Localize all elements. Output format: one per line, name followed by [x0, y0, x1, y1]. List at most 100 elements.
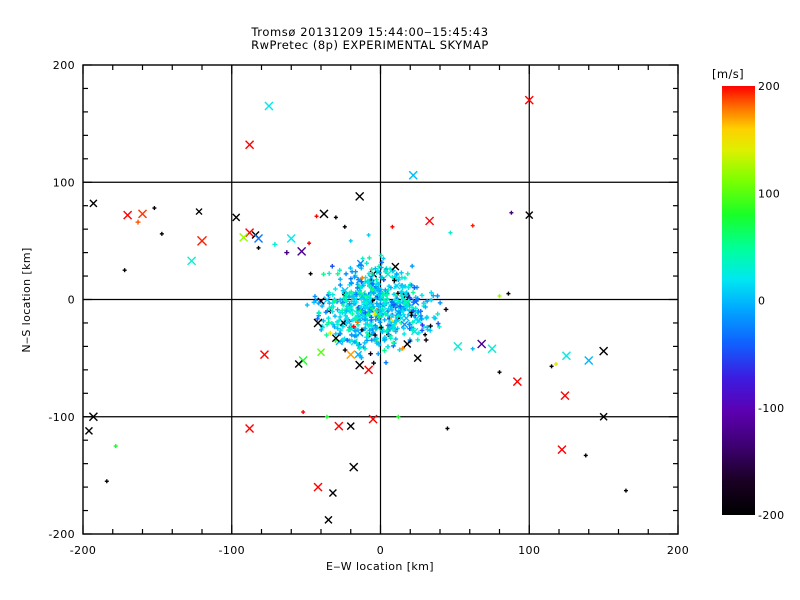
cluster-point [363, 300, 368, 306]
x-tick-label: 0 [377, 544, 384, 557]
cluster-point [435, 293, 440, 299]
cluster-point [405, 271, 411, 277]
data-point [549, 364, 554, 369]
cluster-point [374, 301, 380, 306]
cluster-point [332, 298, 338, 304]
colorbar-tick-label: 200 [758, 80, 780, 93]
gridlines [83, 65, 678, 534]
cluster-point [411, 308, 416, 314]
cluster-point [373, 317, 379, 322]
cluster-point [316, 310, 322, 315]
cluster-point [344, 318, 353, 327]
cluster-point [332, 324, 337, 330]
cluster-point [376, 303, 382, 308]
axis-ticks [82, 64, 679, 535]
cluster-point [392, 297, 398, 302]
data-point [135, 219, 141, 225]
cluster-point [329, 320, 335, 326]
data-point [313, 318, 323, 328]
cluster-point [382, 338, 387, 343]
data-point [425, 216, 435, 226]
cluster-point [312, 294, 318, 299]
cluster-point [381, 277, 387, 283]
data-point [272, 241, 278, 247]
cluster-point [339, 308, 345, 313]
cluster-point [393, 284, 399, 289]
cluster-point [390, 340, 396, 346]
cluster-point [430, 293, 436, 298]
cluster-point [343, 298, 349, 304]
cluster-point [400, 320, 409, 329]
cluster-point [421, 301, 427, 306]
cluster-point [348, 265, 353, 271]
cluster-point [419, 328, 425, 333]
y-tick-label: 200 [53, 59, 75, 72]
cluster-point [363, 304, 369, 310]
cluster-point [389, 322, 397, 330]
cluster-point [424, 298, 430, 304]
data-point [307, 241, 312, 246]
data-point [314, 214, 319, 219]
cluster-point [427, 328, 433, 333]
data-point [308, 271, 313, 276]
cluster-point [397, 304, 403, 309]
data-points [84, 95, 628, 543]
cluster-point [335, 326, 340, 331]
data-point [561, 351, 571, 361]
cluster-point [316, 300, 322, 306]
cluster-point [402, 284, 408, 289]
cluster-point [354, 299, 359, 305]
cluster-point [412, 285, 417, 290]
cluster-point [374, 308, 379, 314]
y-tick-label: 0 [68, 294, 75, 307]
cluster-point [321, 318, 326, 324]
cluster-point [365, 312, 371, 317]
cluster-point [389, 299, 395, 305]
data-point [391, 262, 400, 271]
cluster-point [326, 320, 331, 325]
x-tick-label: 100 [518, 544, 540, 557]
cluster-point [419, 316, 424, 322]
data-point [286, 234, 296, 244]
data-point [239, 232, 249, 242]
data-point [88, 412, 98, 422]
cluster-point [361, 344, 366, 350]
data-point [113, 444, 118, 449]
data-point [187, 256, 197, 266]
cluster-point [357, 318, 363, 323]
cluster-point [409, 304, 415, 310]
data-point [423, 332, 428, 337]
data-point [294, 359, 303, 368]
cluster-point [356, 259, 365, 268]
cluster-point [326, 315, 331, 321]
cluster-point [390, 313, 396, 318]
cluster-point [323, 309, 329, 315]
figure-title: Tromsø 20131209 15:44:00‒15:45:43 RwPret… [0, 26, 740, 52]
cluster-point [353, 316, 359, 322]
x-tick-label: -200 [70, 544, 97, 557]
data-point [259, 350, 269, 360]
cluster-point [395, 314, 400, 320]
cluster-point [428, 323, 433, 329]
cluster-point [353, 292, 359, 297]
cluster-point [337, 267, 343, 273]
cluster-point [423, 304, 428, 310]
cluster-point [355, 319, 360, 325]
cluster-point [347, 339, 353, 344]
cluster-point [333, 286, 338, 292]
data-point [345, 537, 351, 543]
cluster-point [399, 290, 404, 295]
cluster-point [337, 282, 343, 288]
x-axis-label: E‒W location [km] [326, 560, 434, 573]
data-point [331, 334, 340, 343]
cluster-point [351, 324, 357, 329]
data-point [355, 360, 365, 370]
cluster-point [401, 312, 406, 317]
cluster-point [324, 332, 329, 338]
cluster-point [330, 292, 336, 297]
cluster-point [346, 327, 351, 333]
cluster-point [348, 308, 353, 314]
cluster-point [410, 327, 419, 336]
cluster-point [335, 307, 340, 312]
